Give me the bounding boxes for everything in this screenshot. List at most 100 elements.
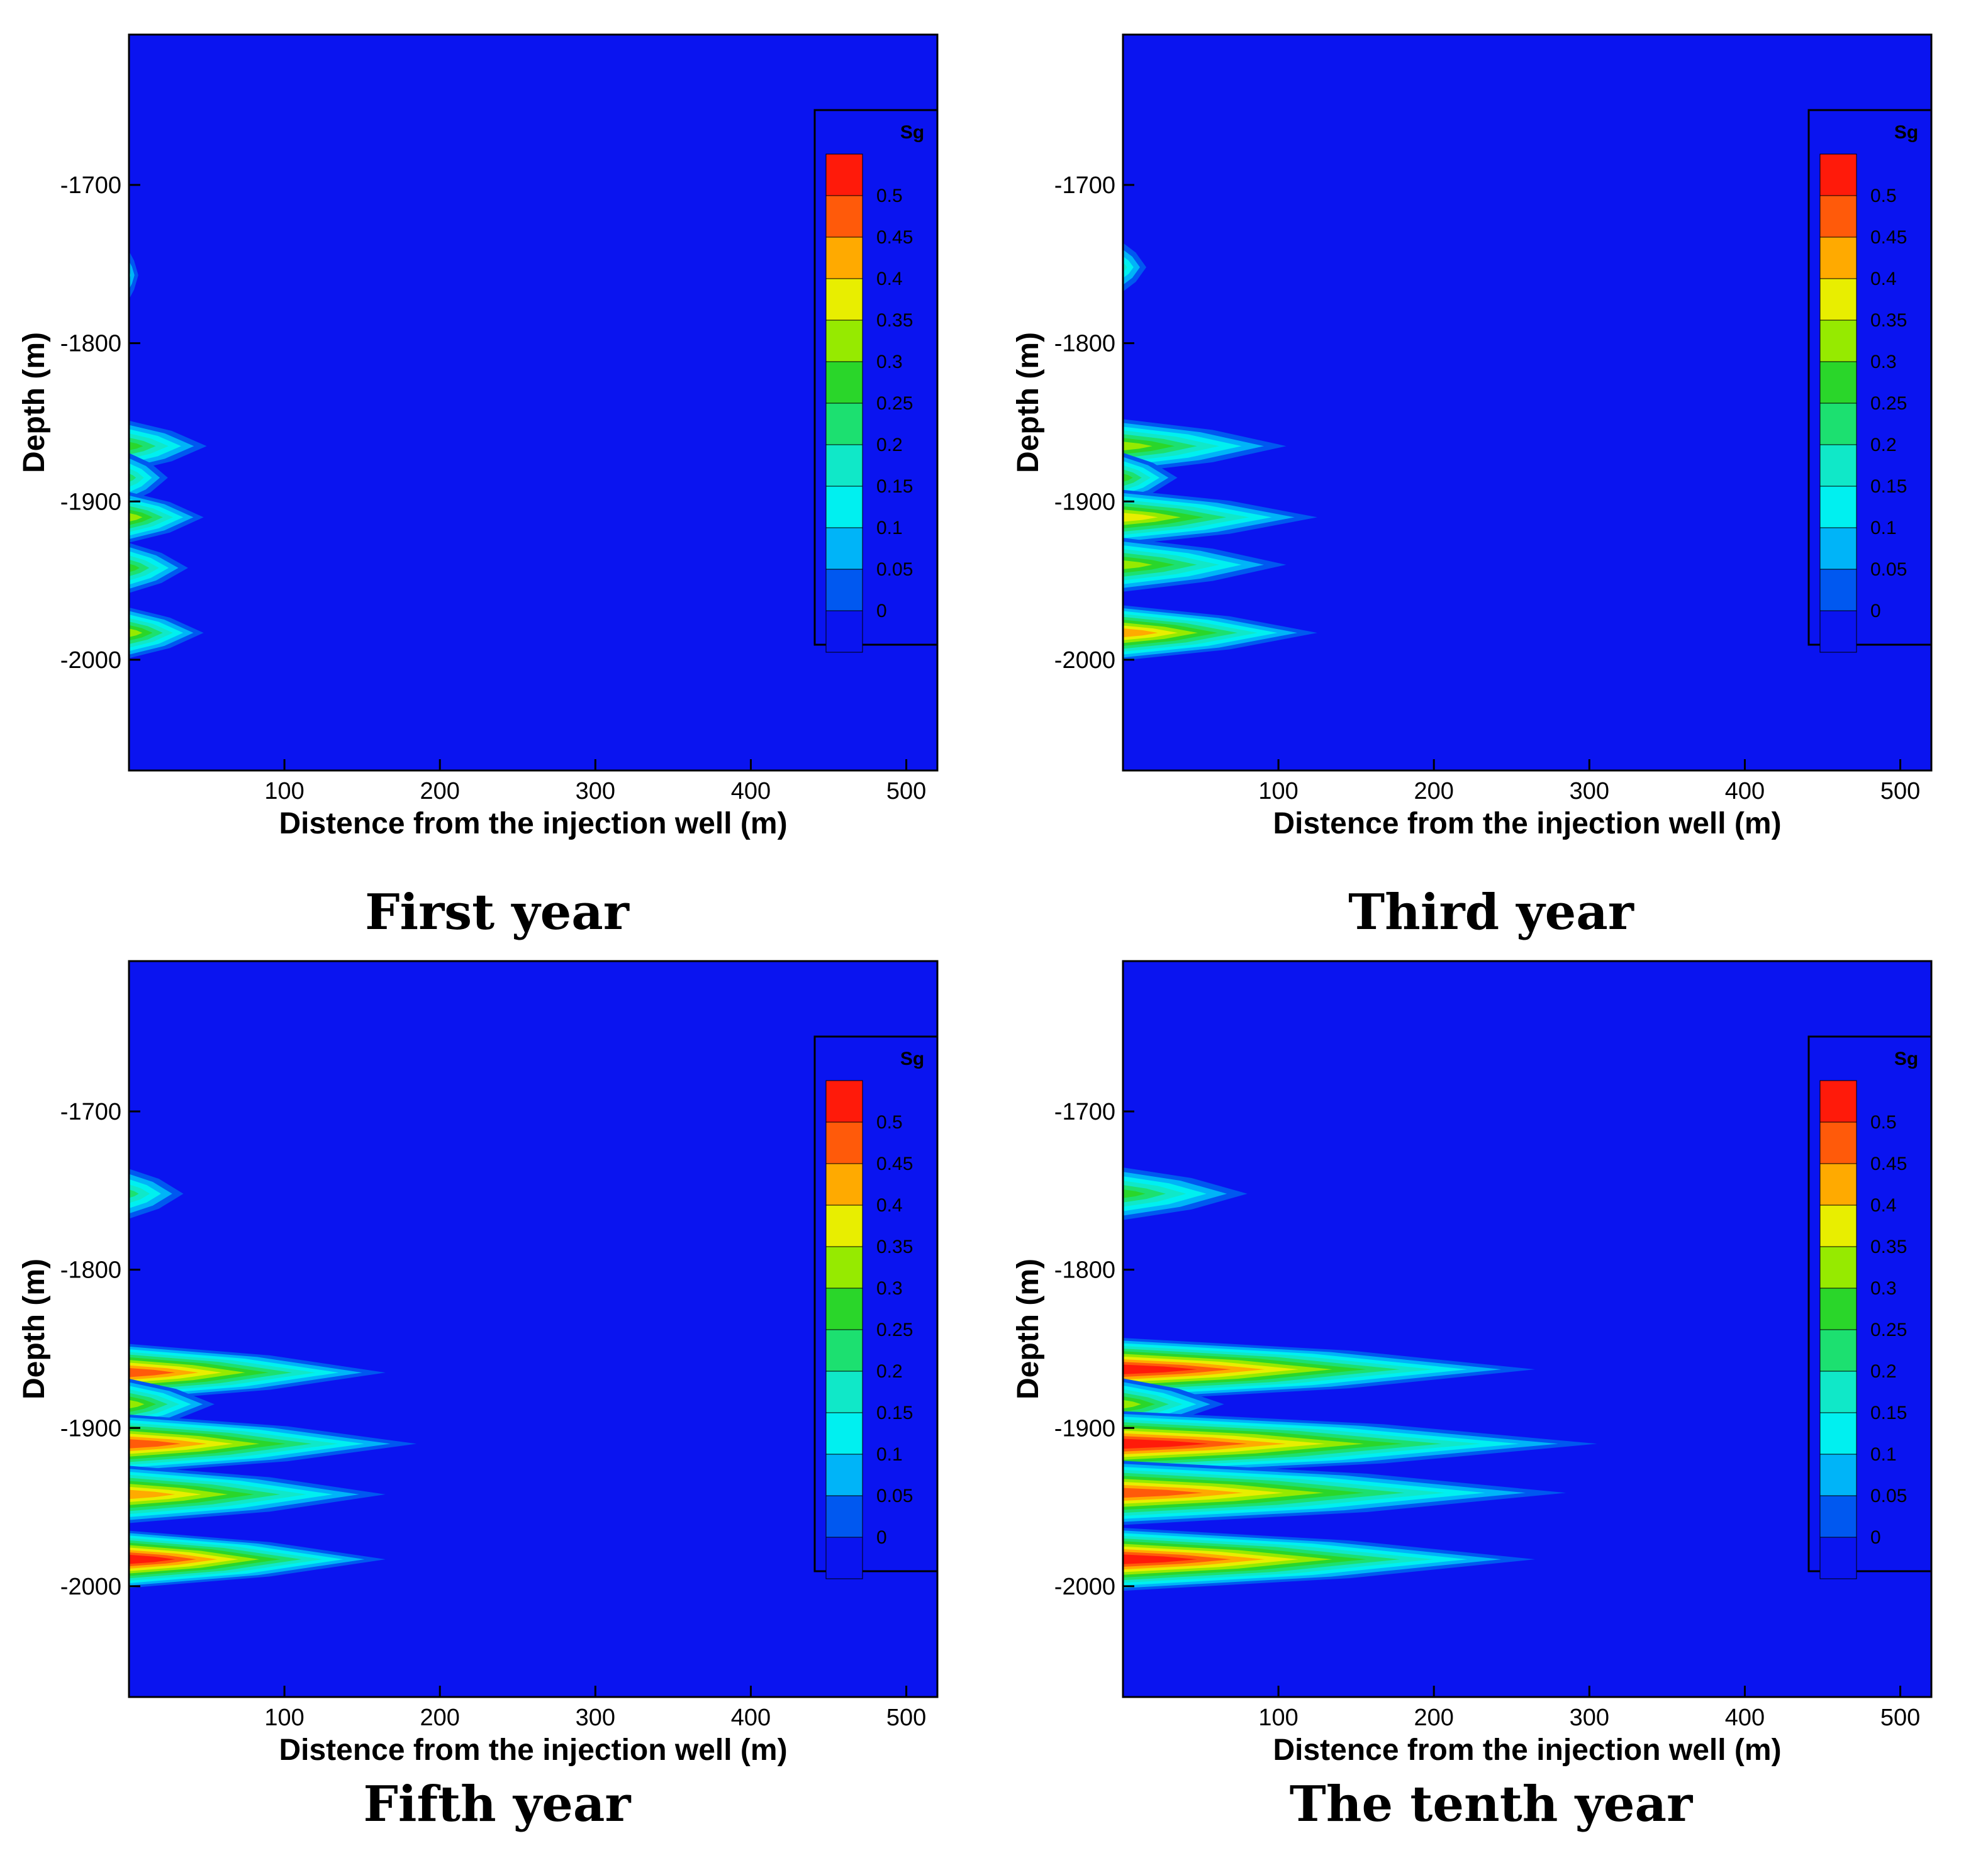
plume-band [129,468,144,487]
legend-label: 0 [876,1527,887,1548]
plume-band [129,1489,176,1500]
legend-swatch [1819,610,1857,653]
legend-swatch [1819,236,1857,279]
legend-swatch [1819,195,1857,238]
x-tick-label: 100 [264,1705,304,1731]
x-tick-label: 400 [731,1705,771,1731]
legend-swatch [825,320,863,362]
legend-swatch [1819,569,1857,611]
y-tick-label: -1900 [1054,1415,1115,1442]
legend-label: 0.25 [876,1320,913,1340]
legend-label: 0.2 [876,1361,903,1382]
panel-caption: The tenth year [1289,1776,1693,1833]
legend-box [813,109,939,646]
legend-label: 0.45 [1870,227,1907,248]
legend-title: Sg [1894,1049,1918,1069]
plume-band [129,1439,181,1449]
chart-svg: 100 200 300 400 500 -1700 -1800 -1900 -2000 Diste… [1012,33,1933,840]
legend-label: 0.1 [1870,518,1897,538]
legend-swatch [825,1329,863,1372]
legend-label: 0.2 [1870,435,1897,455]
x-tick-label: 400 [1725,1705,1765,1731]
legend-swatch [1819,153,1857,196]
y-tick-label: -1900 [1054,489,1115,515]
x-axis-label: Distence from the injection well (m) [1273,807,1781,840]
legend-title: Sg [900,122,924,143]
x-tick-label: 400 [731,778,771,804]
legend-swatch [825,1288,863,1330]
plume-band [1123,1438,1209,1449]
legend-label: 0.5 [876,1112,903,1133]
legend-swatch [825,486,863,528]
legend-label: 0.5 [1870,186,1897,206]
legend-swatch [825,195,863,238]
legend-swatch [1819,1454,1857,1496]
x-tick-label: 500 [1880,778,1920,804]
legend: Sg 0.5 0.45 0.4 0.35 0.3 0.25 0.2 0.15 0.1 0.05 0 [813,1035,939,1579]
legend-swatch [825,1246,863,1289]
legend-swatch [825,403,863,445]
legend-swatch [1819,1537,1857,1579]
legend: Sg 0.5 0.45 0.4 0.35 0.3 0.25 0.2 0.15 0.1 0.05 0 [1807,109,1933,653]
plume-band [1123,560,1153,569]
y-tick-label: -1700 [1054,172,1115,199]
legend-label: 0.45 [1870,1154,1907,1174]
legend-swatch [1819,1329,1857,1372]
legend-swatch [1819,361,1857,404]
x-tick-label: 200 [420,778,460,804]
legend-swatch [1819,1163,1857,1206]
x-tick-label: 100 [1258,778,1298,804]
legend-label: 0.3 [876,352,903,372]
y-tick-label: -1800 [1054,331,1115,357]
plume-band [1123,513,1158,522]
legend-label: 0.1 [876,1444,903,1465]
y-tick-label: -1800 [1054,1257,1115,1284]
plume-band [1123,1488,1203,1498]
x-axis-label: Distence from the injection well (m) [1273,1733,1781,1767]
legend-label: 0.3 [1870,1278,1897,1299]
legend-label: 0.5 [876,186,903,206]
legend-label: 0.15 [1870,1403,1907,1423]
y-tick-label: -2000 [1054,647,1115,674]
legend-swatch [1819,278,1857,321]
legend-swatch [825,1412,863,1455]
legend-swatch [825,278,863,321]
chart-panel-tenth-year: 100 200 300 400 500 -1700 -1800 -1900 -2000 Diste… [994,926,1988,1853]
plume-band [1123,628,1158,638]
plume-band [1123,1554,1197,1564]
legend: Sg 0.5 0.45 0.4 0.35 0.3 0.25 0.2 0.15 0.1 0.05 0 [813,109,939,653]
y-tick-label: -1700 [1054,1099,1115,1125]
legend-swatch [825,1537,863,1579]
legend-swatch [1819,1371,1857,1413]
legend-swatch [825,610,863,653]
x-tick-label: 300 [1570,778,1609,804]
plot-area [1123,35,1931,771]
plume-band [129,513,143,522]
legend-swatch [825,527,863,570]
legend-swatch [1819,1121,1857,1164]
legend-swatch [825,236,863,279]
plume-group [1123,1167,1597,1591]
legend-box [1807,109,1933,646]
chart-panel-first-year: 100 200 300 400 500 -1700 -1800 -1900 -2000 Diste… [0,0,994,941]
legend-label: 0 [876,601,887,621]
plume-band [129,442,143,450]
panel-caption: First year [365,884,629,941]
y-axis-label: Depth (m) [18,332,51,473]
legend-swatch [1819,403,1857,445]
plume-band [129,1367,176,1377]
plot-area [129,961,937,1697]
chart-svg: 100 200 300 400 500 -1700 -1800 -1900 -2000 Diste… [18,33,939,840]
x-tick-label: 400 [1725,778,1765,804]
legend-label: 0.45 [876,227,913,248]
x-tick-label: 500 [886,778,926,804]
plot-area [129,35,937,771]
x-tick-label: 200 [1414,778,1454,804]
legend-label: 0.1 [876,518,903,538]
plot-area [1123,961,1931,1697]
plume-band [129,1189,139,1198]
legend-label: 0.25 [1870,1320,1907,1340]
legend-swatch [1819,1205,1857,1247]
chart-panel-fifth-year: 100 200 300 400 500 -1700 -1800 -1900 -2000 Diste… [0,926,994,1853]
y-tick-label: -2000 [60,1574,121,1600]
